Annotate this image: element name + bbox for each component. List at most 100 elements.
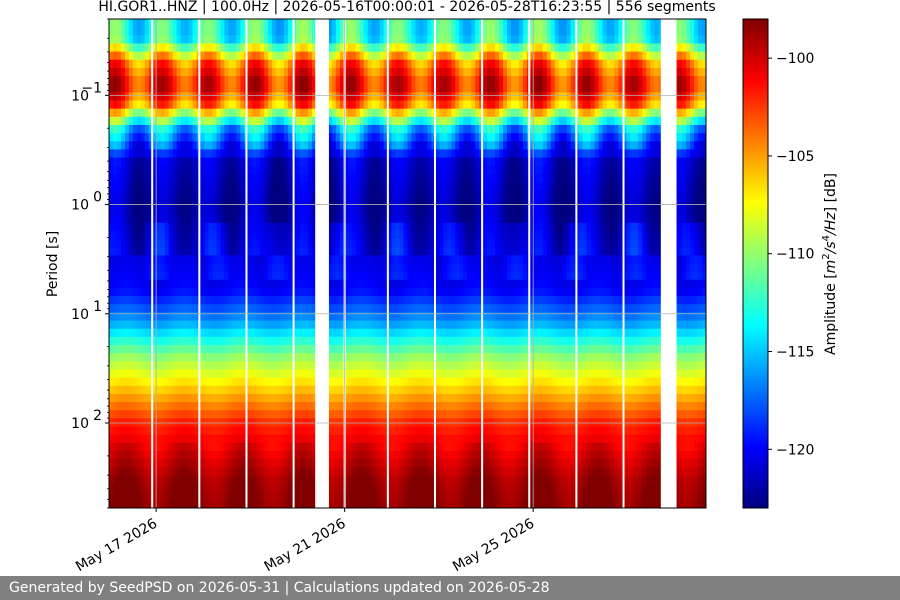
heatmap-cell <box>300 141 305 150</box>
heatmap-cell <box>136 467 142 476</box>
heatmap-cell <box>272 369 277 379</box>
heatmap-cell <box>112 336 118 346</box>
heatmap-cell <box>379 475 385 485</box>
heatmap-cell <box>204 304 210 313</box>
heatmap-cell <box>172 51 178 61</box>
heatmap-cell <box>116 173 122 183</box>
heatmap-cell <box>208 92 214 102</box>
heatmap-cell <box>256 149 261 159</box>
heatmap-cell <box>304 230 309 240</box>
heatmap-cell <box>128 84 134 93</box>
heatmap-cell <box>188 182 194 191</box>
heatmap-cell <box>148 51 154 61</box>
heatmap-cell <box>339 377 345 387</box>
heatmap-cell <box>128 402 134 411</box>
heatmap-cell <box>112 361 118 371</box>
heatmap-cell <box>208 320 214 330</box>
heatmap-cell <box>439 84 444 93</box>
heatmap-cell <box>311 222 317 232</box>
heatmap-cell <box>124 442 130 452</box>
heatmap-cell <box>375 434 381 444</box>
heatmap-cell <box>415 141 421 150</box>
heatmap-cell <box>236 361 241 371</box>
heatmap-cell <box>304 239 309 248</box>
heatmap-cell <box>216 100 222 110</box>
heatmap-cell <box>220 304 226 313</box>
heatmap-cell <box>331 304 337 313</box>
heatmap-cell <box>327 247 333 256</box>
heatmap-cell <box>351 27 357 36</box>
heatmap-cell <box>184 149 190 159</box>
heatmap-cell <box>311 19 317 28</box>
heatmap-cell <box>304 287 309 297</box>
heatmap-cell <box>415 483 421 493</box>
heatmap-cell <box>188 206 194 216</box>
heatmap-cell <box>367 345 373 354</box>
heatmap-cell <box>371 19 377 28</box>
heatmap-cell <box>144 377 150 387</box>
heatmap-cell <box>419 450 425 460</box>
heatmap-cell <box>164 157 170 167</box>
heatmap-cell <box>296 263 301 273</box>
heatmap-cell <box>272 336 277 346</box>
heatmap-cell <box>363 385 369 395</box>
heatmap-cell <box>128 100 134 110</box>
heatmap-cell <box>160 206 166 216</box>
heatmap-cell <box>387 402 393 411</box>
heatmap-cell <box>264 385 269 395</box>
heatmap-cell <box>252 239 257 248</box>
heatmap-cell <box>164 230 170 240</box>
heatmap-cell <box>296 92 301 102</box>
heatmap-cell <box>343 336 349 346</box>
heatmap-cell <box>240 124 245 134</box>
heatmap-cell <box>124 206 130 216</box>
heatmap-cell <box>256 263 261 273</box>
heatmap-cell <box>351 92 357 102</box>
heatmap-cell <box>379 402 385 411</box>
heatmap-cell <box>335 19 341 28</box>
heatmap-cell <box>407 287 413 297</box>
heatmap-cell <box>120 385 126 395</box>
heatmap-cell <box>256 43 261 53</box>
heatmap-cell <box>391 133 397 142</box>
heatmap-cell <box>268 214 273 224</box>
heatmap-cell <box>128 287 134 297</box>
heatmap-cell <box>152 499 158 508</box>
heatmap-cell <box>176 304 182 313</box>
heatmap-cell <box>367 124 373 134</box>
heatmap-cell <box>415 402 421 411</box>
heatmap-cell <box>363 499 369 508</box>
heatmap-cell <box>363 410 369 419</box>
heatmap-cell <box>176 287 182 297</box>
heatmap-cell <box>296 190 301 199</box>
heatmap-cell <box>168 182 174 191</box>
heatmap-cell <box>228 434 233 444</box>
heatmap-cell <box>435 320 440 330</box>
heatmap-cell <box>351 43 357 53</box>
heatmap-cell <box>180 361 186 371</box>
heatmap-cell <box>240 279 245 289</box>
heatmap-cell <box>268 361 273 371</box>
heatmap-cell <box>383 312 389 322</box>
heatmap-cell <box>260 491 265 501</box>
heatmap-cell <box>359 222 365 232</box>
heatmap-cell <box>132 320 138 330</box>
heatmap-cell <box>371 190 377 199</box>
heatmap-cell <box>391 222 397 232</box>
heatmap-cell <box>204 239 210 248</box>
heatmap-cell <box>136 336 142 346</box>
heatmap-cell <box>288 27 293 36</box>
heatmap-cell <box>423 296 428 305</box>
heatmap-cell <box>160 222 166 232</box>
heatmap-cell <box>176 475 182 485</box>
heatmap-cell <box>224 287 229 297</box>
heatmap-cell <box>176 499 182 508</box>
heatmap-cell <box>375 304 381 313</box>
heatmap-cell <box>435 296 440 305</box>
heatmap-cell <box>415 19 421 28</box>
heatmap-cell <box>288 263 293 273</box>
heatmap-cell <box>136 312 142 322</box>
heatmap-cell <box>220 385 226 395</box>
heatmap-cell <box>272 84 277 93</box>
heatmap-cell <box>116 377 122 387</box>
